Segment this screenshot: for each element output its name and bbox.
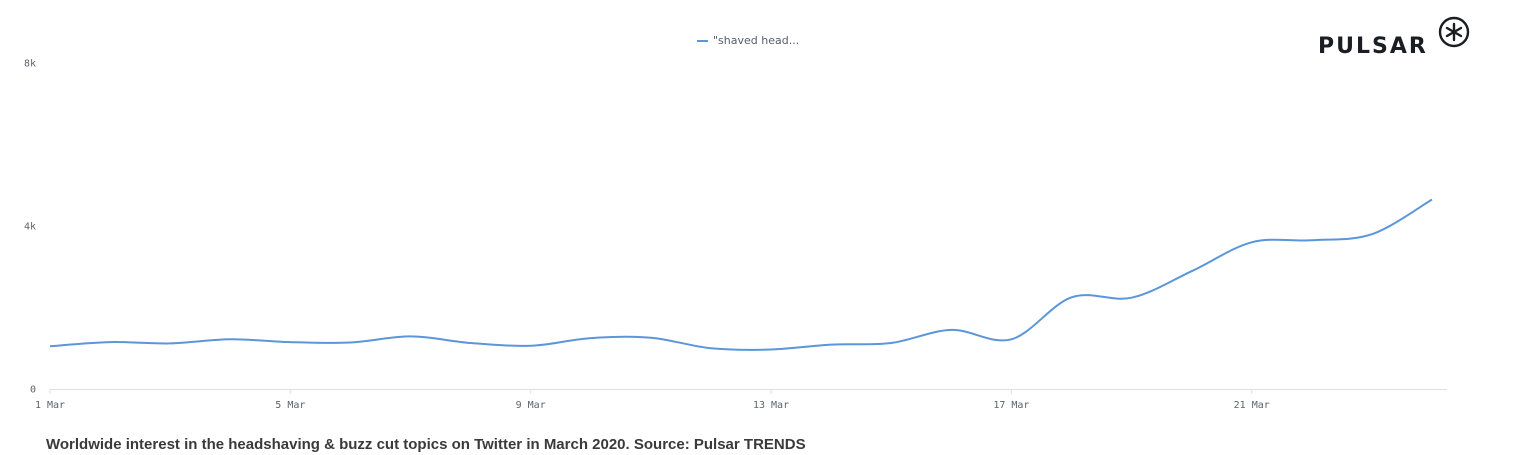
logo-text: PULSAR: [1318, 34, 1428, 59]
x-tick-label: 9 Mar: [516, 400, 546, 411]
asterisk-circle-icon: [1438, 16, 1470, 48]
x-tick-label: 13 Mar: [753, 400, 789, 411]
y-tick-label: 0: [30, 385, 36, 396]
chart-caption: Worldwide interest in the headshaving & …: [46, 436, 806, 453]
x-tick-label: 17 Mar: [993, 400, 1029, 411]
line-chart: 0 4k 8k 1 Mar 5 Mar 9 Mar 13 Mar 17 Mar 21 Mar: [24, 59, 1447, 411]
x-tick-label: 5 Mar: [275, 400, 305, 411]
x-tick-label: 1 Mar: [35, 400, 65, 411]
legend-label: "shaved head...: [713, 34, 800, 47]
legend[interactable]: "shaved head...: [697, 34, 799, 47]
series-line: [49, 198, 1433, 351]
y-tick-label: 8k: [24, 59, 36, 70]
legend-swatch: [697, 39, 708, 42]
y-tick-label: 4k: [24, 222, 36, 233]
x-tick-label: 21 Mar: [1234, 400, 1270, 411]
